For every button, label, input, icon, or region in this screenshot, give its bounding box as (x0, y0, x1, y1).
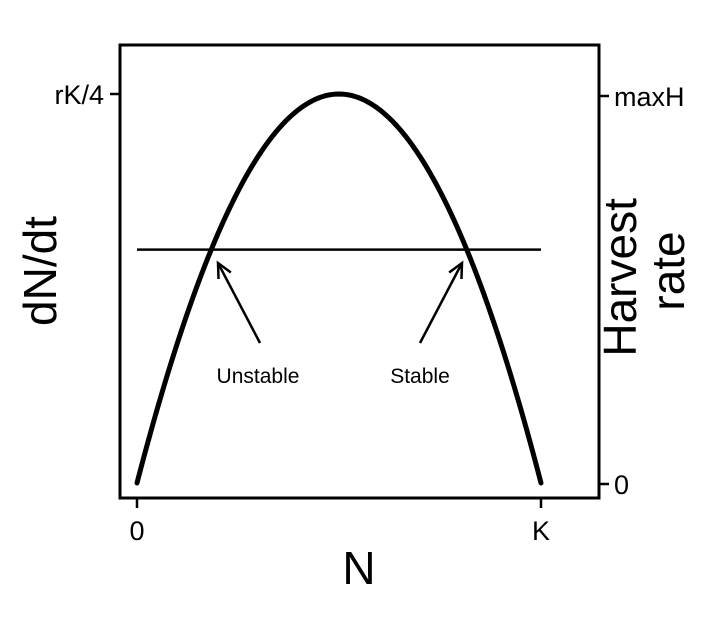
y-right-tick-label-bottom: 0 (614, 470, 629, 500)
stable-label: Stable (390, 365, 450, 388)
plot-frame (118, 43, 601, 500)
x-tick-label-0: 0 (129, 516, 144, 546)
y-right-axis-title: Harvest rate (594, 185, 694, 356)
y-left-tick-label: rK/4 (54, 80, 104, 110)
unstable-arrow-head (216, 260, 232, 280)
growth-curve-line (134, 91, 544, 486)
unstable-label: Unstable (217, 365, 300, 388)
stable-arrow-head (448, 260, 464, 280)
y-left-axis-title: dN/dt (14, 216, 66, 326)
x-axis-title: N (342, 542, 375, 594)
stable-arrow (418, 262, 464, 344)
y-right-tick-label-top: maxH (614, 82, 685, 112)
x-tick-label-k: K (532, 516, 550, 546)
unstable-arrow (216, 262, 262, 344)
